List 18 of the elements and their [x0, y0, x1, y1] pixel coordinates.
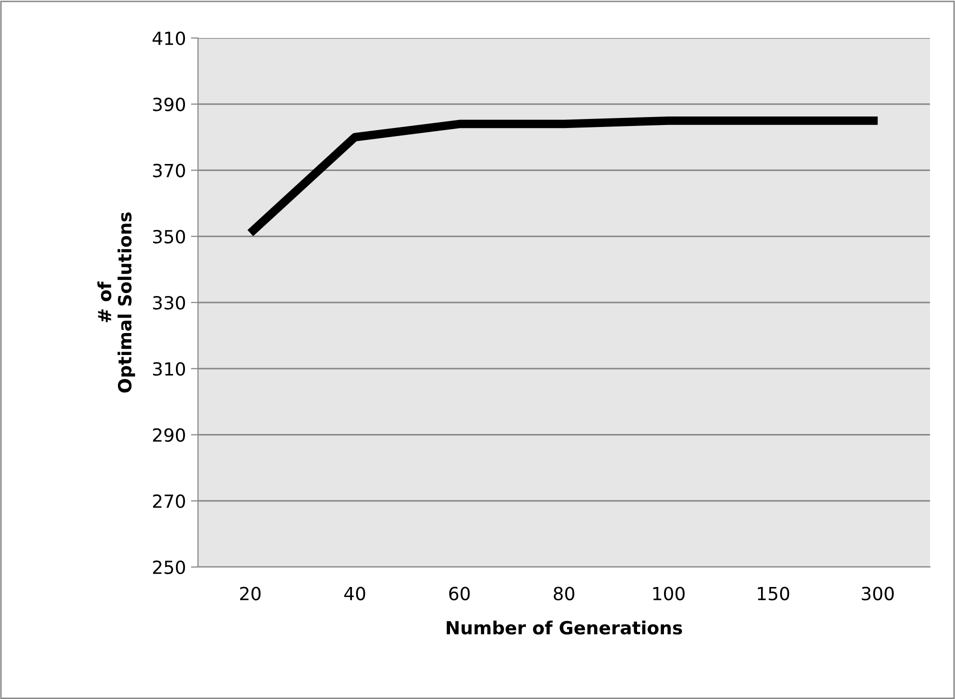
- x-axis-title: Number of Generations: [446, 620, 682, 635]
- y-tick-label: 370: [153, 164, 185, 178]
- x-tick-label: 40: [344, 586, 366, 600]
- x-tick-label: 300: [862, 586, 894, 600]
- x-tick-label: 100: [653, 586, 685, 600]
- x-tick-label: 150: [758, 586, 790, 600]
- x-tick-label: 60: [449, 586, 470, 600]
- y-tick-label: 390: [153, 98, 185, 112]
- y-tick-label: 250: [153, 560, 185, 574]
- y-tick-label: 290: [153, 428, 185, 442]
- x-tick-label: 20: [240, 586, 261, 600]
- y-axis-title: # of Optimal Solutions: [97, 212, 136, 393]
- y-tick-label: 330: [153, 296, 185, 310]
- x-tick-label: 80: [554, 586, 574, 600]
- y-tick-label: 310: [153, 362, 185, 376]
- y-tick-label: 350: [153, 230, 185, 244]
- y-tick-label: 410: [152, 31, 185, 46]
- y-tick-label: 270: [153, 494, 185, 508]
